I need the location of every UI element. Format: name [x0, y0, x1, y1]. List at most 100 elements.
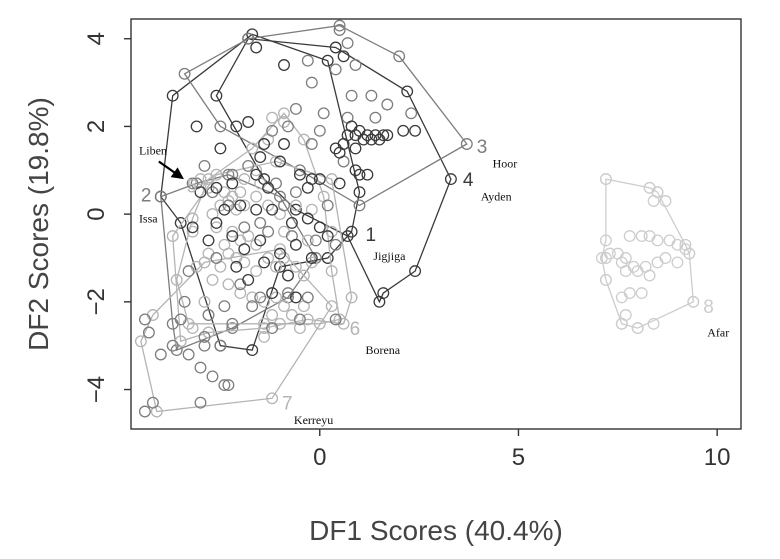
- data-point: [266, 322, 279, 335]
- data-point: [222, 278, 235, 291]
- data-point: [663, 234, 676, 247]
- data-point: [186, 322, 199, 335]
- data-point: [321, 199, 334, 212]
- data-point: [226, 230, 239, 243]
- hull-vertex-point: [210, 168, 223, 181]
- data-point: [313, 173, 326, 186]
- data-point: [282, 269, 294, 282]
- data-point: [218, 203, 231, 216]
- hull-vertex-point: [325, 300, 338, 313]
- data-point: [278, 138, 290, 150]
- data-point: [285, 309, 298, 321]
- data-point: [250, 238, 263, 251]
- data-point: [266, 309, 279, 321]
- hull-vertex-point: [345, 291, 358, 304]
- data-point: [635, 287, 648, 300]
- data-point: [278, 225, 290, 238]
- data-point: [369, 111, 382, 124]
- data-point: [194, 186, 207, 199]
- data-point: [333, 177, 346, 190]
- data-point: [258, 295, 271, 308]
- data-point: [293, 322, 306, 335]
- data-point: [242, 116, 255, 128]
- data-point: [647, 317, 660, 330]
- data-point: [365, 133, 378, 146]
- data-point: [285, 216, 298, 229]
- data-point: [266, 203, 279, 216]
- data-point: [409, 124, 422, 137]
- data-point: [643, 269, 656, 282]
- x-tick-label: 5: [512, 444, 525, 471]
- data-point: [615, 291, 628, 304]
- data-point: [238, 173, 251, 186]
- data-point: [659, 252, 672, 264]
- data-point: [278, 252, 290, 264]
- data-point: [178, 295, 191, 308]
- data-point: [142, 326, 155, 339]
- data-point: [238, 243, 251, 256]
- data-point: [349, 142, 362, 155]
- data-point: [182, 265, 195, 278]
- population-label-jigjiga: Jigjiga: [373, 249, 406, 263]
- y-axis-title: DF2 Scores (19.8%): [23, 97, 54, 351]
- data-point: [599, 252, 612, 264]
- group-labels: 1 Jigjiga 4 Ayden 3 Hoor 2 Issa 5 Liben 6 Borena 7Ke…: [139, 137, 729, 427]
- data-point: [337, 50, 350, 63]
- hull-vertex-point: [345, 225, 358, 238]
- population-label-hoor: Hoor: [493, 157, 518, 171]
- data-point: [238, 256, 251, 269]
- data-point: [262, 225, 275, 238]
- group-number-3: 3: [477, 137, 488, 158]
- data-point: [198, 295, 211, 308]
- hull-vertex-point: [373, 295, 386, 308]
- data-point: [671, 238, 684, 251]
- population-label-liben: Liben: [139, 144, 167, 158]
- hull-vertex-point: [353, 199, 366, 212]
- data-point: [325, 225, 338, 238]
- group-number-5: 5: [187, 177, 198, 198]
- data-point: [262, 252, 275, 264]
- hull-vertex-point: [242, 32, 255, 45]
- data-point: [671, 256, 684, 269]
- data-point: [651, 256, 664, 269]
- data-point: [289, 102, 302, 115]
- data-point: [258, 256, 271, 269]
- data-point: [289, 238, 302, 251]
- data-point: [301, 212, 314, 225]
- data-point: [166, 339, 179, 352]
- data-point: [222, 379, 235, 392]
- data-point: [321, 230, 334, 243]
- hull-vertex-point: [321, 54, 334, 67]
- data-point: [258, 138, 271, 150]
- data-point: [397, 124, 410, 137]
- data-point: [333, 24, 346, 36]
- data-point: [329, 313, 342, 326]
- data-point: [218, 379, 231, 392]
- y-tick-label: −4: [83, 376, 110, 403]
- hull-vertex-point: [301, 313, 314, 326]
- data-point: [631, 265, 644, 278]
- data-point: [293, 168, 306, 181]
- data-point: [266, 111, 279, 124]
- population-label-borena: Borena: [365, 343, 400, 357]
- data-point: [305, 173, 318, 186]
- hull-vertex-point: [599, 234, 612, 247]
- data-point: [289, 260, 302, 273]
- data-point: [174, 313, 187, 326]
- data-point: [250, 190, 263, 203]
- data-point: [202, 247, 215, 260]
- y-tick-label: 0: [83, 207, 110, 220]
- data-point: [333, 146, 346, 159]
- data-point: [226, 177, 239, 190]
- data-point: [246, 291, 259, 304]
- hull-vertex-point: [246, 142, 259, 155]
- data-point: [250, 41, 263, 54]
- data-point: [329, 238, 342, 251]
- hull-vertex-point: [321, 252, 334, 264]
- data-point: [274, 155, 286, 168]
- data-point: [246, 300, 259, 313]
- axes: 0 5 10 −4 −2 0 2 4: [83, 32, 731, 471]
- data-point: [186, 225, 199, 238]
- data-point: [687, 295, 700, 308]
